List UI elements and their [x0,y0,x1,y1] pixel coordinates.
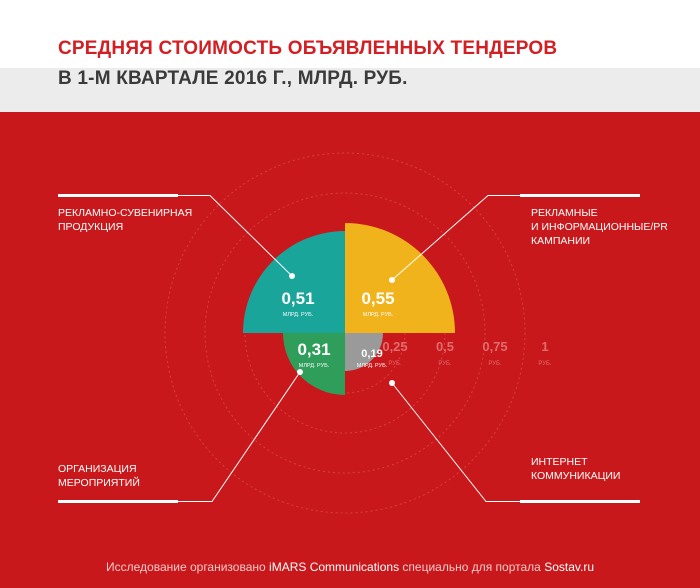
category-label-souvenir: РЕКЛАМНО-СУВЕНИРНАЯ ПРОДУКЦИЯ [58,207,193,233]
unit-label-top-left: МЛРД. РУБ. [283,312,314,318]
unit-label-bottom-right: МЛРД. РУБ. [357,363,388,369]
leader-dot-internet [389,380,395,386]
slice-top-right [345,223,455,333]
tick-unit: РУБ. [488,361,502,367]
label-bar-events [58,500,178,503]
tick-label: 0,5 [436,339,454,354]
scale-ticks: 0,25 РУБ. 0,5 РУБ. 0,75 РУБ. 1 РУБ. [382,339,552,367]
tick-label: 0,75 [482,339,507,354]
label-bar-souvenir [58,194,178,197]
header: СРЕДНЯЯ СТОИМОСТЬ ОБЪЯВЛЕННЫХ ТЕНДЕРОВ В… [0,0,700,112]
footer-prefix: Исследование организовано [106,560,270,574]
value-label-top-left: 0,51 [281,289,314,308]
footer-site: Sostav.ru [544,560,594,574]
footer-middle: специально для портала [399,560,545,574]
slice-top-left [243,231,345,333]
tick-label: 1 [541,339,548,354]
chart-slices [243,223,455,395]
title-line-2: В 1-М КВАРТАЛЕ 2016 Г., МЛРД. РУБ. [58,68,408,89]
leader-campaigns [391,195,520,281]
footer-org: iMARS Communications [269,560,400,574]
leader-dot-events [297,369,303,375]
leader-dot-campaigns [389,277,395,283]
leader-internet [391,382,520,502]
deco-ring [164,152,526,514]
label-bar-internet [520,500,640,503]
value-label-top-right: 0,55 [361,289,394,308]
category-label-events: ОРГАНИЗАЦИЯ МЕРОПРИЯТИЙ [58,463,140,489]
unit-label-bottom-left: МЛРД. РУБ. [299,363,330,369]
deco-ring [204,192,486,474]
tick-label: 0,25 [382,339,407,354]
title-line-1: СРЕДНЯЯ СТОИМОСТЬ ОБЪЯВЛЕННЫХ ТЕНДЕРОВ [58,38,558,59]
unit-label-top-right: МЛРД. РУБ. [363,312,394,318]
label-bar-campaigns [520,194,640,197]
value-labels: 0,55 МЛРД. РУБ. 0,51 МЛРД. РУБ. 0,31 МЛРД. РУ… [281,289,394,369]
slice-bottom-right [345,333,383,371]
value-label-bottom-right: 0,19 [361,348,382,360]
category-label-campaigns: РЕКЛАМНЫЕ И ИНФОРМАЦИОННЫЕ/PR КАМПАНИИ [531,207,668,247]
leader-lines [58,194,640,503]
leader-events [178,371,301,502]
tick-unit: РУБ. [438,361,452,367]
value-label-bottom-left: 0,31 [297,340,330,359]
tick-unit: РУБ. [538,361,552,367]
slice-bottom-left [283,333,345,395]
leader-souvenir [178,195,293,277]
footer-note: Исследование организовано iMARS Communic… [0,560,700,574]
header-band [0,68,700,112]
leader-dot-souvenir [289,273,295,279]
tick-unit: РУБ. [388,361,402,367]
category-label-internet: ИНТЕРНЕТ КОММУНИКАЦИИ [531,456,621,482]
